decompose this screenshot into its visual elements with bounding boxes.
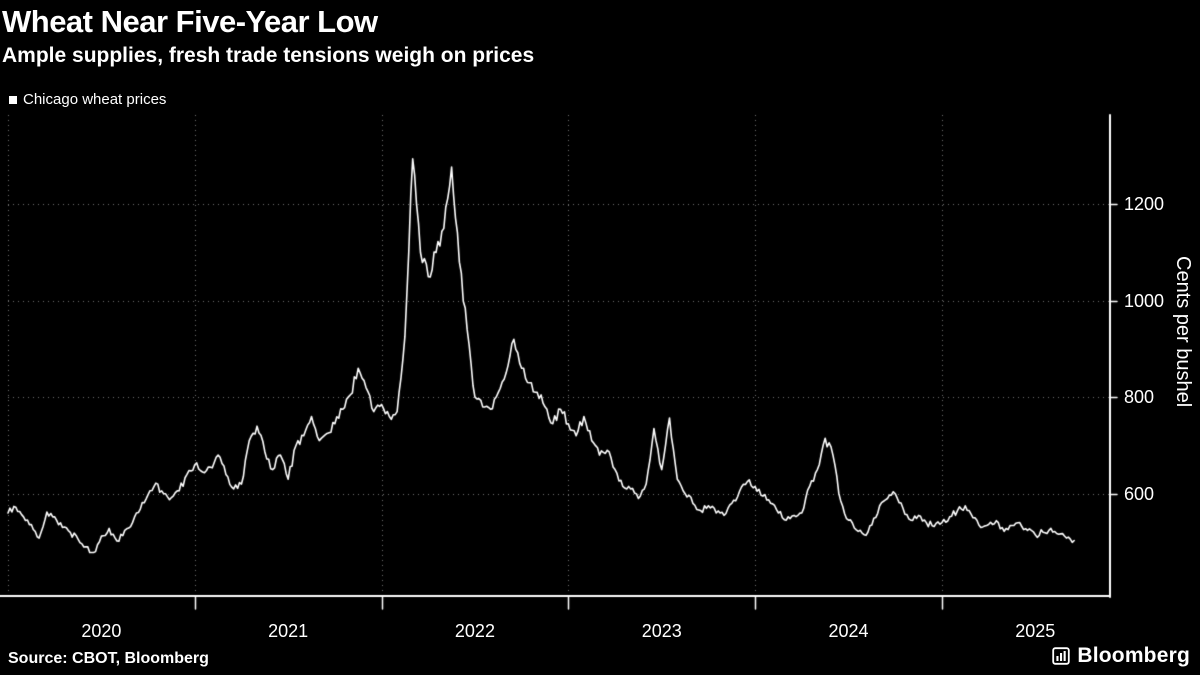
x-tick-label: 2020 <box>81 621 122 641</box>
bloomberg-wordmark: Bloomberg <box>1077 644 1190 667</box>
y-axis-title: Cents per bushel <box>1172 256 1194 408</box>
y-tick-label: 1000 <box>1124 290 1165 311</box>
legend-swatch-icon <box>9 95 17 104</box>
bloomberg-logo: Bloomberg <box>1052 644 1190 668</box>
x-tick-label: 2022 <box>454 621 495 641</box>
x-tick-label: 2025 <box>1015 621 1056 641</box>
page-title: Wheat Near Five-Year Low <box>2 4 378 39</box>
x-tick-label: 2023 <box>641 621 682 641</box>
legend-label: Chicago wheat prices <box>23 91 167 108</box>
chart-legend: Chicago wheat prices <box>9 91 166 108</box>
y-tick-label: 800 <box>1124 387 1155 408</box>
page-subtitle: Ample supplies, fresh trade tensions wei… <box>2 44 535 67</box>
x-tick-label: 2024 <box>828 621 869 641</box>
bloomberg-logo-icon <box>1052 647 1071 665</box>
x-tick-label: 2021 <box>268 621 309 641</box>
source-attribution: Source: CBOT, Bloomberg <box>8 650 209 667</box>
y-tick-label: 600 <box>1124 483 1155 504</box>
y-tick-label: 1200 <box>1124 194 1165 215</box>
